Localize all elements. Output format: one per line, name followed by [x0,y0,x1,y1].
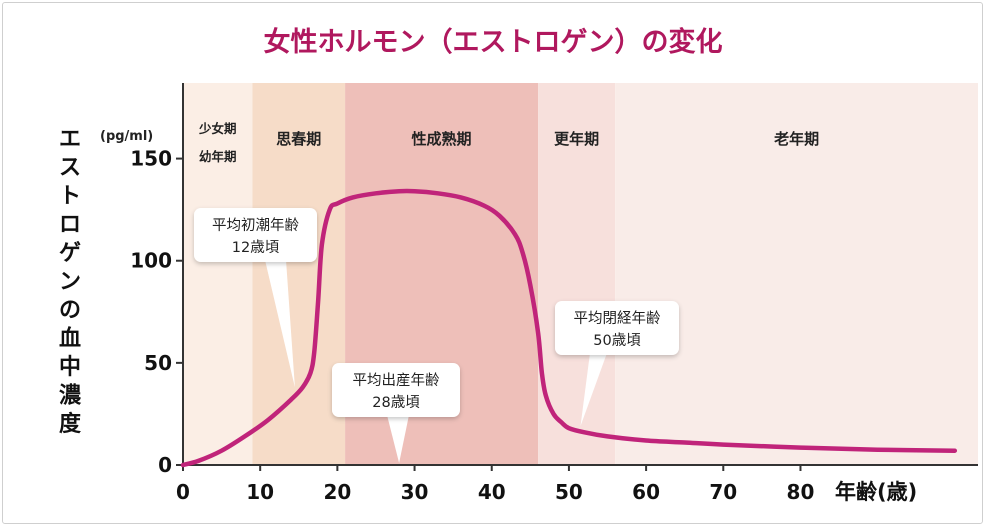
phase-label-1: 思春期 [276,130,321,148]
y-axis-unit: (pg/ml) [100,129,153,144]
phase-label-0-sub: 幼年期 [199,149,237,164]
x-tick-label-40: 40 [478,480,506,504]
phase-label-0: 少女期 [198,121,237,136]
phase-band-4 [615,83,978,465]
y-axis-label-char: ス [59,156,81,181]
phase-band-3 [538,83,616,465]
y-axis-label-char: ゲ [59,241,81,266]
estrogen-line [180,188,958,468]
callout-pointer-2 [580,353,607,427]
y-axis-label-char: 度 [59,411,82,437]
callout-pointer-1 [387,415,409,463]
x-axis-label: 年齢(歳) [835,480,917,504]
y-axis-label-char: 血 [59,326,81,352]
callout-box-2 [555,301,679,355]
callout-line2-0: 12歳頃 [232,239,280,256]
phase-bands [183,83,978,465]
phase-band-0 [183,83,253,465]
phase-label-4: 老年期 [773,130,819,148]
axes [176,83,978,471]
y-axis-label-char: の [59,298,81,323]
y-tick-label-0: 0 [158,453,172,477]
callout-pointer-0 [265,260,295,388]
y-tick-label-150: 150 [130,147,172,171]
x-tick-label-60: 60 [632,480,660,504]
callout-line2-2: 50歳頃 [593,332,641,349]
callout-line2-1: 28歳頃 [372,394,420,411]
y-axis-label-char: エ [59,127,81,152]
y-axis-label-char: 中 [59,355,81,380]
callout-box-0 [194,208,317,262]
x-tick-label-80: 80 [787,480,815,504]
y-axis-label-char: ロ [59,213,81,238]
callout-0: 平均初潮年齢 12歳頃 [194,208,317,388]
x-tick-label-0: 0 [176,480,190,504]
x-tick-label-20: 20 [323,480,351,504]
phase-label-3: 更年期 [554,130,599,148]
callout-2: 平均閉経年齢 50歳頃 [555,301,679,427]
x-tick-label-10: 10 [246,480,274,504]
y-axis-label-char: ン [59,270,81,295]
callout-line1-0: 平均初潮年齢 [212,217,299,234]
chart-title: 女性ホルモン（エストロゲン）の変化 [264,26,723,58]
x-tick-label-30: 30 [401,480,429,504]
callout-1: 平均出産年齢 28歳頃 [332,363,460,463]
callout-box-1 [332,363,460,417]
callout-line1-1: 平均出産年齢 [353,372,440,389]
y-axis-label-char: 濃 [59,384,82,409]
y-tick-label-100: 100 [130,249,172,273]
phase-band-1 [252,83,346,465]
y-axis-label-char: ト [59,184,81,209]
y-tick-label-50: 50 [144,351,172,375]
callout-line1-2: 平均閉経年齢 [574,310,661,327]
tick-labels: 0 50 100 150 0 10 20 30 40 50 60 70 80 [130,147,814,504]
x-tick-label-70: 70 [709,480,737,504]
phase-label-2: 性成熟期 [412,130,472,148]
x-tick-label-50: 50 [555,480,583,504]
